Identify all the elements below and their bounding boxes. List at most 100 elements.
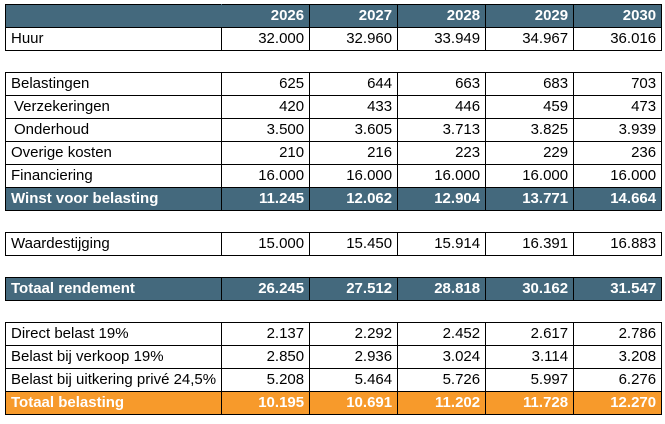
total-row: Totaal belasting 10.195 10.691 11.202 11.728… xyxy=(4,391,663,415)
row-label-cell[interactable]: Overige kosten xyxy=(4,141,223,165)
value-cell[interactable]: 36.016 xyxy=(573,27,663,51)
value-cell[interactable]: 16.000 xyxy=(573,164,663,188)
value-cell[interactable]: 32.000 xyxy=(221,27,311,51)
row-label-cell[interactable]: Waardestijging xyxy=(4,232,223,256)
spacer-cell xyxy=(5,255,662,278)
value-cell[interactable]: 446 xyxy=(397,95,487,119)
value-cell[interactable]: 32.960 xyxy=(309,27,399,51)
value-cell[interactable]: 27.512 xyxy=(309,277,399,301)
value-cell[interactable]: 30.162 xyxy=(485,277,575,301)
value-cell[interactable]: 16.000 xyxy=(397,164,487,188)
value-cell[interactable]: 236 xyxy=(573,141,663,165)
row-label-cell[interactable]: Winst voor belasting xyxy=(4,187,223,211)
value-cell[interactable]: 683 xyxy=(485,72,575,96)
value-cell[interactable]: 31.547 xyxy=(573,277,663,301)
value-cell[interactable]: 644 xyxy=(309,72,399,96)
row-label-cell[interactable]: Belast bij verkoop 19% xyxy=(4,345,223,369)
header-row: 2026 2027 2028 2029 2030 xyxy=(4,4,663,28)
spacer-row xyxy=(5,210,662,233)
value-cell[interactable]: 663 xyxy=(397,72,487,96)
value-cell[interactable]: 433 xyxy=(309,95,399,119)
year-header-cell[interactable]: 2029 xyxy=(485,4,575,28)
row-label-cell[interactable]: Totaal belasting xyxy=(4,391,223,415)
value-cell[interactable]: 2.452 xyxy=(397,322,487,346)
value-cell[interactable]: 625 xyxy=(221,72,311,96)
value-cell[interactable]: 16.000 xyxy=(309,164,399,188)
value-cell[interactable]: 26.245 xyxy=(221,277,311,301)
table-row: Belast bij uitkering privé 24,5% 5.208 5.4… xyxy=(4,368,663,392)
table-row: Huur 32.000 32.960 33.949 34.967 36.016 xyxy=(4,27,663,51)
value-cell[interactable]: 34.967 xyxy=(485,27,575,51)
value-cell[interactable]: 2.137 xyxy=(221,322,311,346)
value-cell[interactable]: 11.202 xyxy=(397,391,487,415)
spacer-cell xyxy=(5,300,662,323)
year-header-cell[interactable]: 2026 xyxy=(221,4,311,28)
row-label-cell[interactable]: Huur xyxy=(4,27,223,51)
year-header-cell[interactable]: 2030 xyxy=(573,4,663,28)
subtotal-row: Winst voor belasting 11.245 12.062 12.904 13… xyxy=(4,187,663,211)
table-row: Verzekeringen 420 433 446 459 473 xyxy=(4,95,663,119)
spacer-row xyxy=(5,255,662,278)
table-row: Belastingen 625 644 663 683 703 xyxy=(4,72,663,96)
value-cell[interactable]: 33.949 xyxy=(397,27,487,51)
table-row: Belast bij verkoop 19% 2.850 2.936 3.024 3.1… xyxy=(4,345,663,369)
value-cell[interactable]: 459 xyxy=(485,95,575,119)
value-cell[interactable]: 2.786 xyxy=(573,322,663,346)
value-cell[interactable]: 16.391 xyxy=(485,232,575,256)
value-cell[interactable]: 3.500 xyxy=(221,118,311,142)
value-cell[interactable]: 28.818 xyxy=(397,277,487,301)
value-cell[interactable]: 15.450 xyxy=(309,232,399,256)
subtotal-row: Totaal rendement 26.245 27.512 28.818 30.162… xyxy=(4,277,663,301)
value-cell[interactable]: 2.292 xyxy=(309,322,399,346)
value-cell[interactable]: 12.270 xyxy=(573,391,663,415)
value-cell[interactable]: 5.208 xyxy=(221,368,311,392)
value-cell[interactable]: 5.997 xyxy=(485,368,575,392)
value-cell[interactable]: 6.276 xyxy=(573,368,663,392)
value-cell[interactable]: 10.195 xyxy=(221,391,311,415)
value-cell[interactable]: 473 xyxy=(573,95,663,119)
value-cell[interactable]: 15.914 xyxy=(397,232,487,256)
value-cell[interactable]: 15.000 xyxy=(221,232,311,256)
row-label-cell[interactable]: Totaal rendement xyxy=(4,277,223,301)
value-cell[interactable]: 3.825 xyxy=(485,118,575,142)
header-corner-cell[interactable] xyxy=(4,4,223,28)
value-cell[interactable]: 3.713 xyxy=(397,118,487,142)
row-label-cell[interactable]: Onderhoud xyxy=(4,118,223,142)
spacer-cell xyxy=(5,50,662,73)
value-cell[interactable]: 12.904 xyxy=(397,187,487,211)
year-header-cell[interactable]: 2027 xyxy=(309,4,399,28)
value-cell[interactable]: 14.664 xyxy=(573,187,663,211)
value-cell[interactable]: 12.062 xyxy=(309,187,399,211)
value-cell[interactable]: 3.208 xyxy=(573,345,663,369)
value-cell[interactable]: 2.850 xyxy=(221,345,311,369)
year-header-cell[interactable]: 2028 xyxy=(397,4,487,28)
value-cell[interactable]: 16.000 xyxy=(221,164,311,188)
table-row: Waardestijging 15.000 15.450 15.914 16.391 16… xyxy=(4,232,663,256)
row-label-cell[interactable]: Financiering xyxy=(4,164,223,188)
value-cell[interactable]: 229 xyxy=(485,141,575,165)
value-cell[interactable]: 16.883 xyxy=(573,232,663,256)
value-cell[interactable]: 703 xyxy=(573,72,663,96)
value-cell[interactable]: 2.936 xyxy=(309,345,399,369)
spacer-row xyxy=(5,50,662,73)
value-cell[interactable]: 11.728 xyxy=(485,391,575,415)
value-cell[interactable]: 3.114 xyxy=(485,345,575,369)
value-cell[interactable]: 210 xyxy=(221,141,311,165)
row-label-cell[interactable]: Belast bij uitkering privé 24,5% xyxy=(4,368,223,392)
value-cell[interactable]: 216 xyxy=(309,141,399,165)
value-cell[interactable]: 3.024 xyxy=(397,345,487,369)
row-label-cell[interactable]: Belastingen xyxy=(4,72,223,96)
value-cell[interactable]: 11.245 xyxy=(221,187,311,211)
row-label-cell[interactable]: Direct belast 19% xyxy=(4,322,223,346)
value-cell[interactable]: 10.691 xyxy=(309,391,399,415)
value-cell[interactable]: 2.617 xyxy=(485,322,575,346)
value-cell[interactable]: 223 xyxy=(397,141,487,165)
value-cell[interactable]: 13.771 xyxy=(485,187,575,211)
value-cell[interactable]: 5.726 xyxy=(397,368,487,392)
value-cell[interactable]: 3.605 xyxy=(309,118,399,142)
value-cell[interactable]: 420 xyxy=(221,95,311,119)
value-cell[interactable]: 5.464 xyxy=(309,368,399,392)
value-cell[interactable]: 16.000 xyxy=(485,164,575,188)
value-cell[interactable]: 3.939 xyxy=(573,118,663,142)
row-label-cell[interactable]: Verzekeringen xyxy=(4,95,223,119)
